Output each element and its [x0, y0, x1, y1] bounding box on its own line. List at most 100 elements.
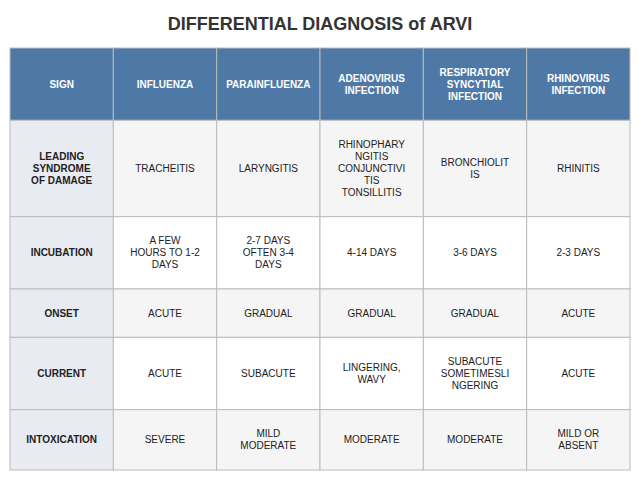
text-line: RHINOVIRUS — [547, 73, 610, 84]
cell — [527, 410, 630, 470]
text-line: MODERATE — [240, 440, 296, 451]
text-line: SEVERE — [145, 434, 186, 445]
table-row: CURRENT ACUTE SUBACUTE LINGERING,WAVY SUBACU… — [10, 337, 630, 409]
header-text: RESPIRATORYSYNCYTIALINFECTION — [440, 67, 511, 102]
header-cell — [423, 48, 526, 120]
text-line: PARAINFLUENZA — [226, 79, 310, 90]
cell-text: ACUTE — [148, 308, 182, 319]
cell — [527, 337, 630, 409]
cell-text: MODERATE — [344, 434, 400, 445]
table-row: ONSET ACUTE GRADUAL GRADUAL GRADUAL ACUTE — [10, 289, 630, 337]
text-line: ACUTE — [561, 308, 595, 319]
header-row: SIGNINFLUENZAPARAINFLUENZAADENOVIRUSINFE… — [10, 48, 630, 120]
text-line: GRADUAL — [451, 308, 500, 319]
text-line: SUBACUTE — [241, 368, 296, 379]
cell-text: ONSET — [44, 308, 78, 319]
text-line: TRACHEITIS — [135, 163, 195, 174]
cell-text: ACUTE — [148, 368, 182, 379]
cell-text: 3-6 DAYS — [453, 247, 497, 258]
cell-text: SUBACUTE — [241, 368, 296, 379]
text-line: RESPIRATORY — [440, 67, 511, 78]
cell — [217, 289, 320, 337]
cell-text: LEADINGSYNDROMEOF DAMAGE — [31, 151, 92, 186]
text-line: MILD — [256, 428, 280, 439]
cell-text: MILDMODERATE — [240, 428, 296, 451]
cell-text: BRONCHIOLITIS — [441, 157, 509, 180]
header-text: INFLUENZA — [137, 79, 194, 90]
text-line: LARYNGITIS — [239, 163, 299, 174]
text-line: SYNCYTIAL — [447, 79, 504, 90]
cell — [527, 120, 630, 216]
cell — [10, 217, 113, 289]
text-line: SYNDROME — [33, 163, 91, 174]
text-line: INFECTION — [345, 85, 399, 96]
cell-text: LINGERING,WAVY — [343, 362, 401, 385]
title: DIFFERENTIAL DIAGNOSIS of ARVI — [168, 14, 473, 34]
text-line: ONSET — [44, 308, 78, 319]
cell-text: 2-3 DAYS — [556, 247, 600, 258]
text-line: SUBACUTE — [448, 356, 503, 367]
table-row: LEADINGSYNDROMEOF DAMAGE TRACHEITIS LARYNG… — [10, 120, 630, 216]
text-line: RHINOPHARY — [338, 139, 405, 150]
text-line: WAVY — [357, 374, 386, 385]
text-line: 2-3 DAYS — [556, 247, 600, 258]
cell-text: RHINOPHARYNGITISCONJUNCTIVITISTONSILLITI… — [338, 139, 405, 198]
text-line: ABSENT — [558, 440, 598, 451]
text-line: INTOXICATION — [26, 434, 97, 445]
text-line: 3-6 DAYS — [453, 247, 497, 258]
text-line: MODERATE — [447, 434, 503, 445]
table-chart: DIFFERENTIAL DIAGNOSIS of ARVI SIGN INFLUE… — [0, 0, 640, 480]
cell — [113, 289, 216, 337]
header-text: PARAINFLUENZA — [226, 79, 310, 90]
cell — [217, 410, 320, 470]
text-line: HOURS TO 1-2 — [130, 247, 200, 258]
cell — [10, 337, 113, 409]
text-line: INFECTION — [551, 85, 605, 96]
text-line: GRADUAL — [347, 308, 396, 319]
text-line: TONSILLITIS — [342, 187, 402, 198]
cell — [113, 337, 216, 409]
text-line: ACUTE — [561, 368, 595, 379]
cell-text: MODERATE — [447, 434, 503, 445]
cell — [423, 289, 526, 337]
text-line: RHINITIS — [557, 163, 600, 174]
cell-text: GRADUAL — [244, 308, 293, 319]
header-text: SIGN — [49, 79, 73, 90]
cell — [10, 120, 113, 216]
header-cell — [527, 48, 630, 120]
text-line: NGERING — [452, 380, 499, 391]
cell — [217, 217, 320, 289]
cell-text: INCUBATION — [31, 247, 93, 258]
text-line: INCUBATION — [31, 247, 93, 258]
cell — [527, 217, 630, 289]
cell — [113, 410, 216, 470]
text-line: SOMETIMESLI — [441, 368, 509, 379]
cell-text: SUBACUTESOMETIMESLINGERING — [441, 356, 509, 391]
cell — [423, 337, 526, 409]
table: SIGNINFLUENZAPARAINFLUENZAADENOVIRUSINFE… — [10, 48, 630, 470]
cell-text: ACUTE — [561, 368, 595, 379]
cell — [423, 410, 526, 470]
cell-text: RHINITIS — [557, 163, 600, 174]
text-line: DAYS — [152, 259, 179, 270]
cell-text: CURRENT — [37, 368, 86, 379]
cell-text: TRACHEITIS — [135, 163, 195, 174]
text-line: DAYS — [255, 259, 282, 270]
text-line: ACUTE — [148, 368, 182, 379]
cell — [217, 337, 320, 409]
text-line: TIS — [364, 175, 380, 186]
text-line: 2-7 DAYS — [246, 235, 290, 246]
cell — [320, 410, 423, 470]
cell — [320, 217, 423, 289]
cell — [320, 120, 423, 216]
header-cell — [113, 48, 216, 120]
cell — [423, 120, 526, 216]
text-line: LINGERING, — [343, 362, 401, 373]
text-line: MILD OR — [557, 428, 599, 439]
header-cell — [10, 48, 113, 120]
cell-text: MILD ORABSENT — [557, 428, 599, 451]
cell-text: A FEWHOURS TO 1-2DAYS — [130, 235, 200, 270]
text-line: INFECTION — [448, 91, 502, 102]
cell — [10, 410, 113, 470]
text-line: GRADUAL — [244, 308, 293, 319]
